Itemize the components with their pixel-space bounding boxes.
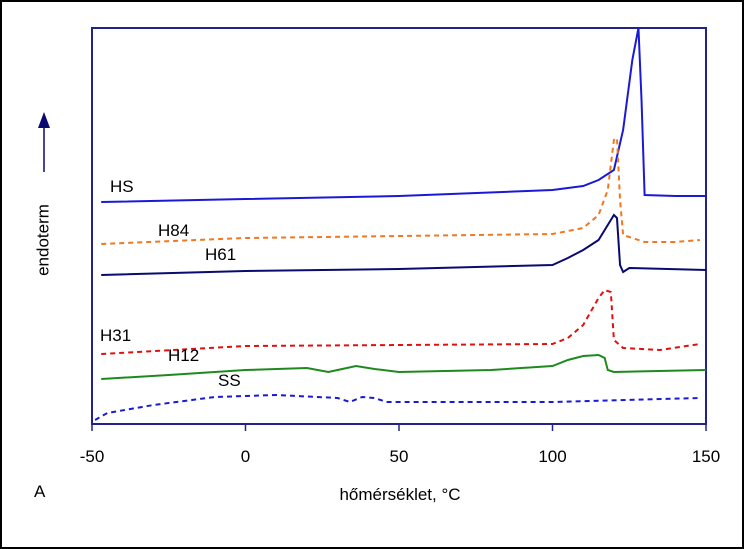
series-line — [101, 353, 707, 380]
x-tick-label: -50 — [80, 447, 105, 466]
series-label: H12 — [168, 346, 199, 365]
series-line — [101, 288, 701, 355]
series-label: SS — [218, 371, 241, 390]
series-line — [101, 213, 707, 276]
x-axis-label: hőmérséklet, °C — [339, 485, 460, 504]
panel-label: A — [34, 482, 46, 501]
series-label: H61 — [205, 245, 236, 264]
x-tick-label: 50 — [390, 447, 409, 466]
x-tick-label: 100 — [538, 447, 566, 466]
series-line — [101, 136, 700, 245]
y-arrow-head — [38, 112, 50, 128]
x-tick-label: 0 — [241, 447, 250, 466]
y-axis-label: endoterm — [33, 204, 52, 276]
x-tick-label: 150 — [692, 447, 720, 466]
series-label: H31 — [100, 326, 131, 345]
series-label: H84 — [158, 221, 189, 240]
series-label: HS — [110, 177, 134, 196]
